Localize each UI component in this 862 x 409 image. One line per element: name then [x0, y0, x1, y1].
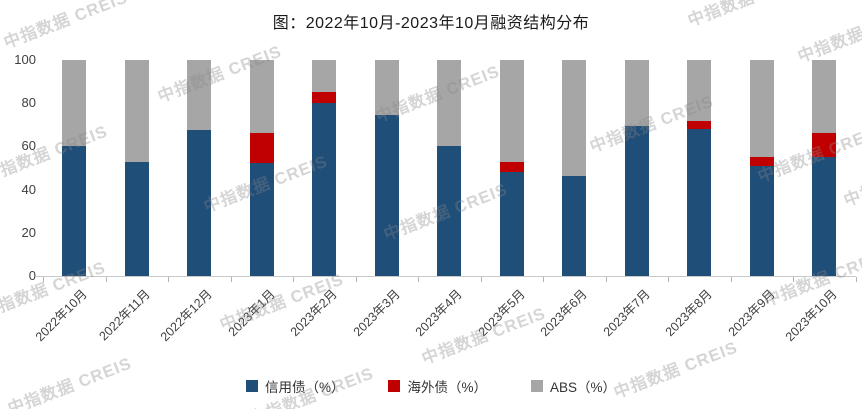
bar-segment-abs: [749, 60, 774, 158]
bar-segment-abs: [62, 60, 87, 147]
bar-segment-credit-bond: [624, 125, 649, 276]
x-axis-tick: [668, 277, 669, 282]
bar-segment-overseas-bond: [749, 157, 774, 166]
legend-item-credit-bond: 信用债（%）: [245, 376, 345, 396]
bar-segment-abs: [187, 60, 212, 131]
bar-segment-abs: [562, 60, 587, 176]
bar-segment-credit-bond: [437, 146, 462, 276]
bar-segment-credit-bond: [562, 175, 587, 276]
bar-segment-abs: [437, 60, 462, 147]
bar-segment-overseas-bond: [249, 133, 274, 163]
x-axis-tick: [43, 277, 44, 282]
x-axis-tick: [543, 277, 544, 282]
legend-label-abs: ABS（%）: [550, 380, 617, 395]
x-axis-tick: [855, 277, 857, 282]
y-axis-tick-label: 20: [21, 224, 36, 240]
x-axis-tick: [105, 277, 107, 282]
legend-item-overseas-bond: 海外债（%）: [388, 376, 487, 396]
bar-segment-credit-bond: [687, 129, 712, 276]
bar-segment-overseas-bond: [312, 92, 337, 104]
x-axis-tick: [605, 277, 607, 282]
legend-swatch-abs: [531, 380, 543, 392]
y-axis-tick-label: 80: [21, 95, 36, 111]
bar-segment-abs: [499, 60, 524, 162]
x-axis-tick: [355, 277, 357, 282]
x-axis-tick: [168, 277, 169, 282]
x-axis-tick: [418, 277, 419, 282]
bar-segment-credit-bond: [499, 172, 524, 276]
bar-segment-abs: [812, 60, 837, 134]
bar-segment-overseas-bond: [687, 120, 712, 130]
legend-swatch-overseas-bond: [388, 380, 401, 392]
bar-segment-credit-bond: [249, 162, 274, 276]
bar-segment-credit-bond: [812, 157, 837, 276]
chart-title: 图：2022年10月-2023年10月融资结构分布: [272, 15, 590, 32]
bar-segment-credit-bond: [374, 115, 399, 276]
bar-segment-credit-bond: [749, 165, 774, 276]
x-axis-tick: [230, 277, 232, 282]
legend-label-credit-bond: 信用债（%）: [264, 380, 345, 395]
bar-segment-credit-bond: [124, 161, 149, 276]
legend-label-overseas-bond: 海外债（%）: [407, 380, 487, 395]
bar-segment-abs: [312, 60, 337, 93]
legend-item-abs: ABS（%）: [531, 376, 616, 396]
bar-segment-abs: [249, 60, 274, 134]
y-axis-tick-label: 0: [28, 268, 36, 283]
bar-segment-abs: [124, 60, 149, 162]
x-axis-line: [35, 276, 856, 277]
y-axis-tick-label: 60: [21, 138, 36, 154]
bar-segment-abs: [624, 60, 649, 126]
bar-segment-credit-bond: [312, 103, 337, 276]
x-axis-tick: [730, 277, 732, 282]
x-axis-tick: [793, 277, 794, 282]
legend-swatch-credit-bond: [245, 380, 258, 392]
bar-segment-abs: [374, 60, 399, 116]
legend: 信用债（%） 海外债（%） ABS（%）: [0, 376, 862, 396]
y-axis-tick-label: 100: [14, 52, 36, 67]
x-axis-tick: [293, 277, 294, 282]
bar-segment-overseas-bond: [499, 161, 524, 173]
bar-segment-credit-bond: [62, 146, 87, 276]
bar-segment-abs: [687, 60, 712, 121]
y-axis-tick-label: 40: [21, 181, 36, 197]
bar-segment-overseas-bond: [812, 133, 837, 158]
bar-segment-credit-bond: [187, 130, 212, 276]
x-axis-tick: [480, 277, 482, 282]
